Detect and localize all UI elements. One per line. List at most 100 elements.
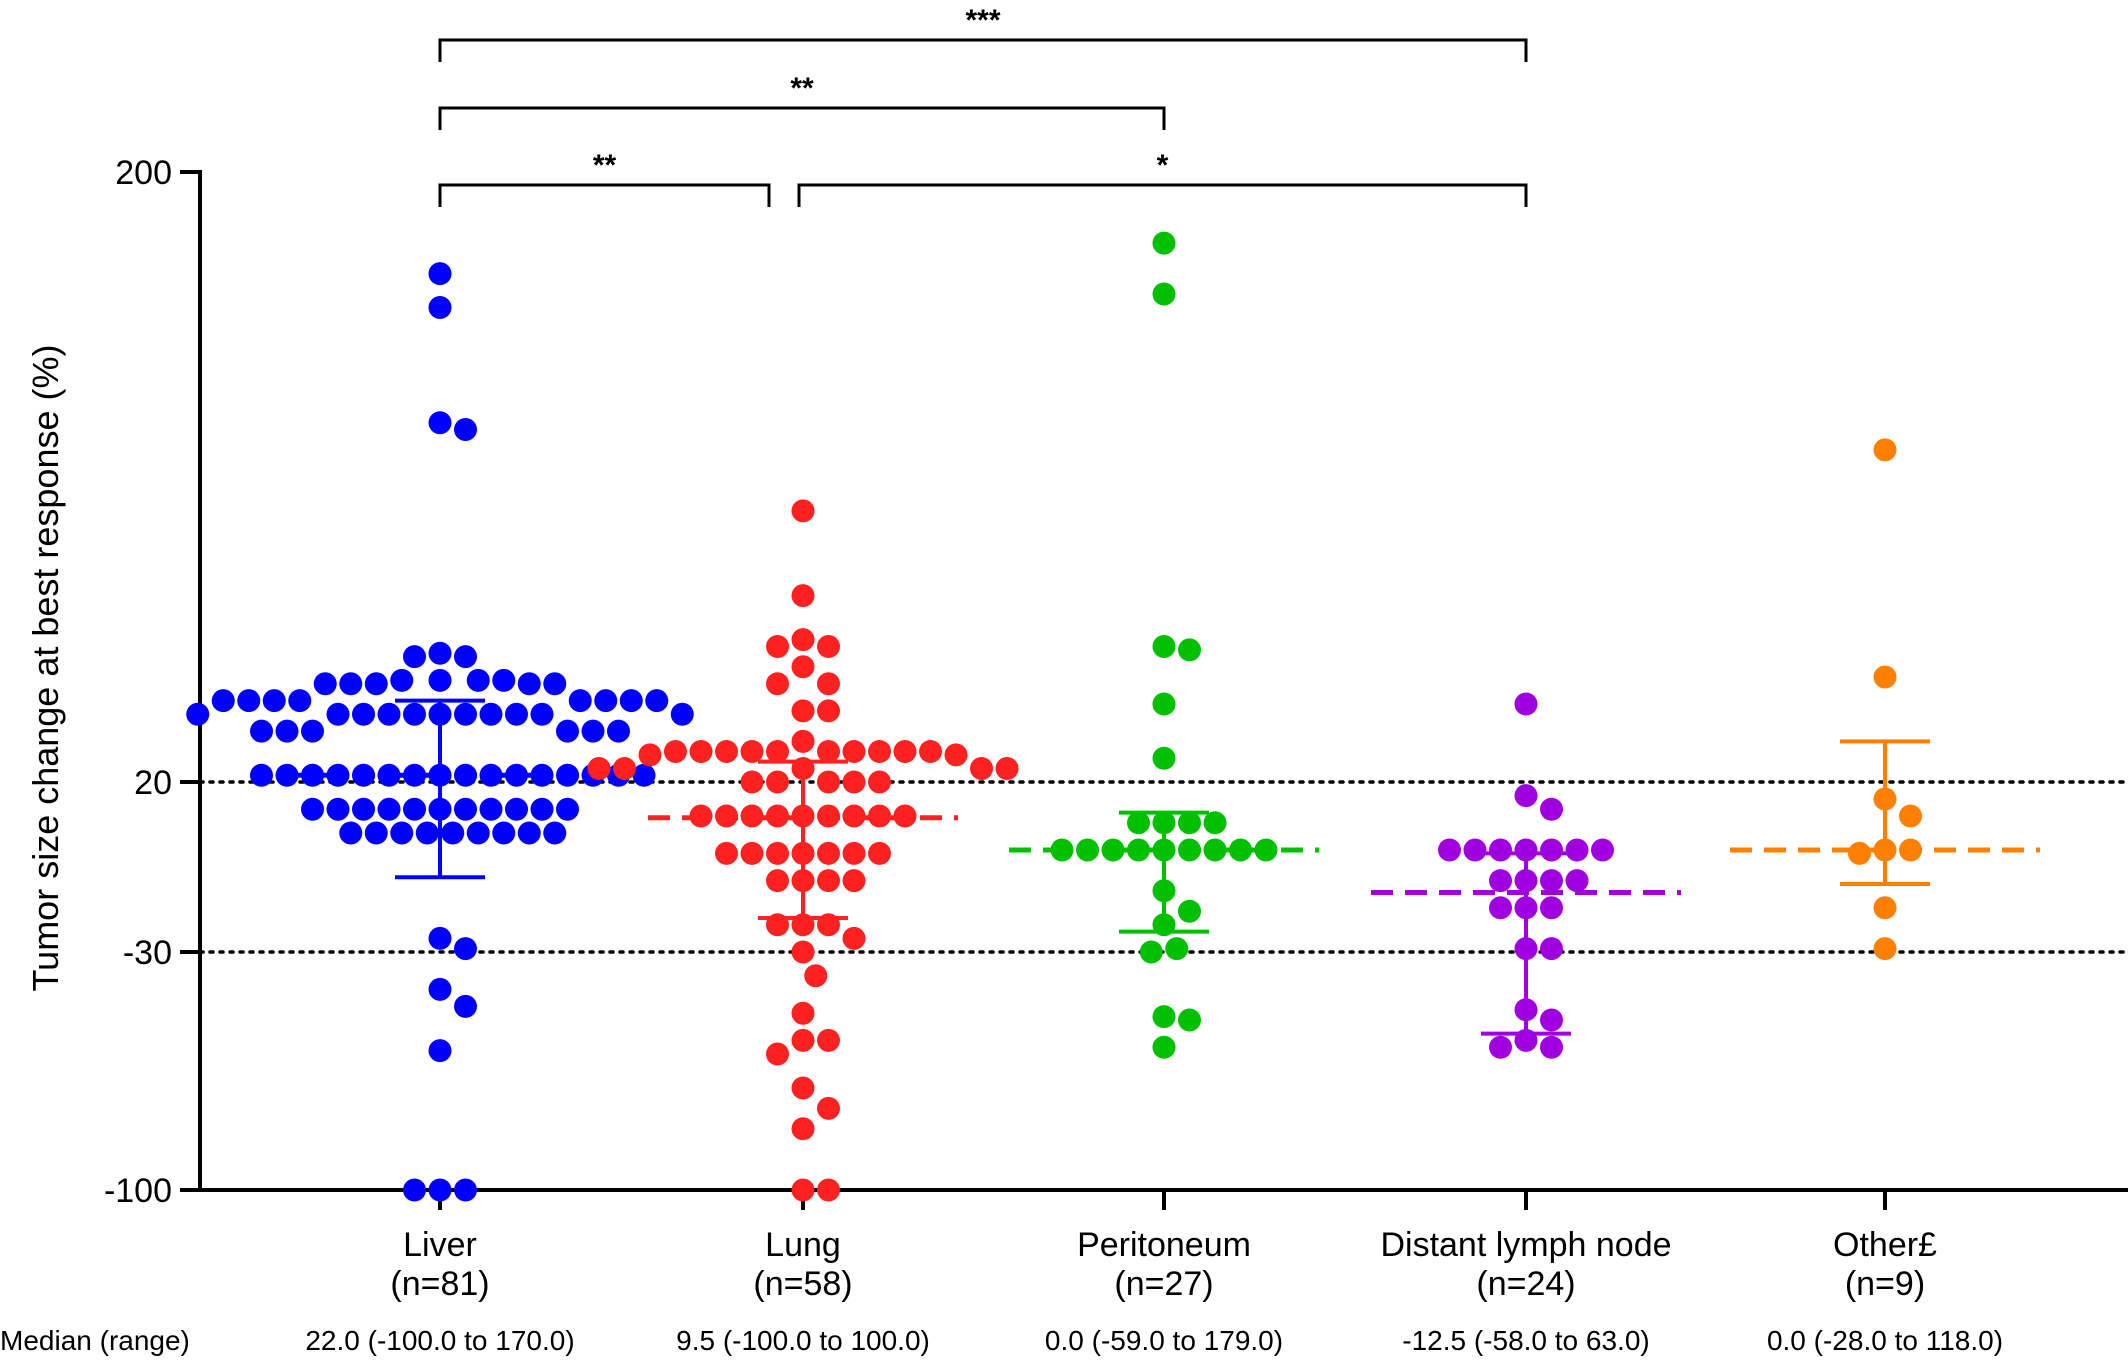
data-point	[868, 740, 891, 763]
x-tick-sublabel: (n=24)	[1476, 1265, 1575, 1303]
data-point	[403, 1178, 426, 1202]
data-point	[1152, 1035, 1176, 1059]
data-point	[339, 672, 363, 696]
significance-bracket	[797, 183, 1528, 207]
data-point	[454, 797, 477, 821]
data-point	[995, 756, 1019, 780]
data-point	[791, 1178, 815, 1202]
data-point	[613, 756, 636, 780]
data-point	[1489, 1035, 1512, 1059]
data-point	[817, 841, 840, 865]
data-point	[893, 740, 917, 763]
data-point	[326, 702, 350, 726]
data-point	[632, 763, 656, 787]
data-point	[454, 937, 477, 961]
x-tick-label: Distant lymph node	[1380, 1226, 1671, 1264]
data-point	[250, 719, 273, 743]
data-point	[670, 702, 694, 726]
significance-label: **	[593, 149, 617, 182]
data-point	[944, 743, 968, 767]
data-point	[817, 740, 840, 763]
data-point	[505, 702, 528, 726]
data-point	[1489, 896, 1512, 920]
x-tick-label: Other£	[1833, 1226, 1937, 1264]
median-range-label: 22.0 (-100.0 to 170.0)	[305, 1325, 574, 1356]
data-point	[645, 689, 669, 713]
data-point	[377, 797, 401, 821]
data-point	[313, 672, 337, 696]
data-point	[766, 869, 789, 893]
data-point	[556, 797, 579, 821]
median-range-label: 9.5 (-100.0 to 100.0)	[676, 1325, 930, 1356]
data-point	[377, 702, 401, 726]
data-point	[543, 672, 567, 696]
data-point	[403, 763, 426, 787]
data-point	[715, 740, 738, 763]
data-point	[1438, 838, 1461, 862]
data-point	[1127, 838, 1150, 862]
x-tick-label: Peritoneum	[1077, 1226, 1251, 1264]
data-point	[1489, 838, 1512, 862]
data-point	[619, 689, 643, 713]
x-tick-sublabel: (n=81)	[390, 1265, 489, 1303]
data-point	[919, 740, 942, 763]
data-point	[842, 926, 866, 950]
median-range-label: 0.0 (-59.0 to 179.0)	[1045, 1325, 1283, 1356]
significance-bracket	[438, 38, 1528, 62]
data-point	[454, 645, 477, 669]
data-point	[1873, 896, 1897, 920]
y-tick-label: -100	[104, 1172, 172, 1210]
data-point	[740, 770, 764, 794]
data-point	[428, 1039, 452, 1063]
data-point	[390, 821, 414, 845]
data-point	[530, 797, 554, 821]
data-point	[1540, 869, 1563, 893]
data-point	[530, 702, 554, 726]
data-point	[339, 821, 363, 845]
significance-bracket	[438, 106, 1166, 130]
data-point	[1873, 438, 1897, 462]
data-point	[842, 869, 866, 893]
data-point	[740, 740, 764, 763]
data-point	[594, 689, 618, 713]
data-point	[505, 763, 528, 787]
data-point	[390, 668, 414, 692]
data-point	[817, 699, 840, 723]
data-point	[428, 262, 452, 286]
data-point	[403, 702, 426, 726]
data-point	[288, 689, 312, 713]
x-tick-sublabel: (n=58)	[753, 1265, 852, 1303]
data-point	[766, 770, 789, 794]
data-point	[364, 672, 388, 696]
data-point	[1848, 841, 1871, 865]
data-point	[517, 672, 541, 696]
data-point	[791, 1028, 815, 1052]
data-point	[766, 841, 789, 865]
data-point	[454, 702, 477, 726]
median-range-label: 0.0 (-28.0 to 118.0)	[1767, 1325, 2003, 1356]
data-point	[791, 1076, 815, 1100]
data-point	[766, 672, 789, 696]
data-point	[817, 672, 840, 696]
data-point	[766, 740, 789, 763]
data-point	[1178, 638, 1201, 662]
data-point	[1152, 282, 1176, 306]
data-point	[1873, 665, 1897, 689]
data-point	[466, 668, 490, 692]
data-point	[581, 719, 605, 743]
data-point	[211, 689, 235, 713]
data-point	[1565, 838, 1589, 862]
data-point	[1178, 899, 1201, 923]
data-point	[791, 699, 815, 723]
data-point	[1873, 937, 1897, 961]
x-tick-sublabel: (n=27)	[1114, 1265, 1213, 1303]
y-axis-title: Tumor size change at best response (%)	[25, 345, 66, 992]
data-point	[301, 797, 324, 821]
data-point	[415, 821, 439, 845]
data-point	[842, 740, 866, 763]
data-point	[492, 821, 516, 845]
data-point	[1899, 804, 1922, 828]
data-point	[1165, 937, 1189, 961]
y-tick-label: -30	[123, 934, 172, 972]
data-point	[1540, 838, 1563, 862]
